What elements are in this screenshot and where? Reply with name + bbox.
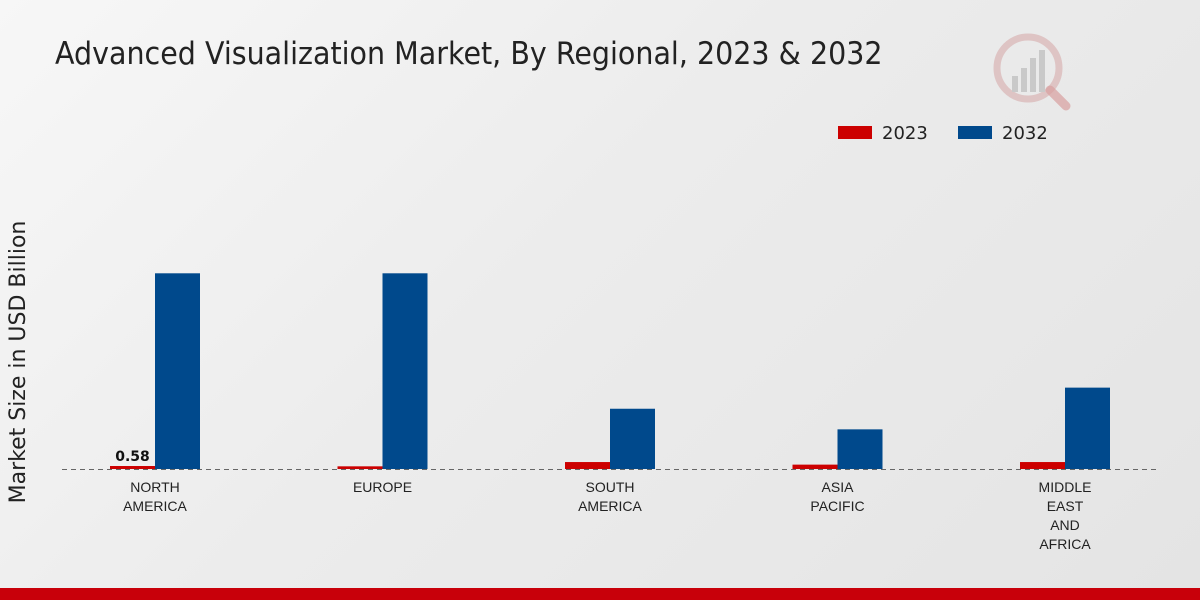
bar-2023-4 bbox=[1020, 462, 1065, 469]
bar-2032-1 bbox=[382, 273, 428, 469]
brand-logo-icon bbox=[993, 33, 1071, 111]
x-tick-label-3: ASIA PACIFIC bbox=[810, 479, 864, 514]
legend-swatch-2023 bbox=[838, 126, 872, 139]
x-tick-label-4: MIDDLE EAST AND AFRICA bbox=[1039, 479, 1092, 552]
legend-label-2023: 2023 bbox=[882, 123, 928, 144]
x-tick-label-0: NORTH AMERICA bbox=[123, 479, 187, 514]
data-label-0: 0.58 bbox=[115, 449, 150, 465]
bar-2032-4 bbox=[1065, 387, 1110, 469]
y-axis-label: Market Size in USD Billion bbox=[6, 221, 31, 504]
bar-2023-2 bbox=[565, 462, 610, 469]
legend-label-2032: 2032 bbox=[1002, 123, 1048, 144]
legend-swatch-2032 bbox=[958, 126, 992, 139]
bar-2023-0 bbox=[110, 466, 155, 469]
bar-2023-3 bbox=[792, 464, 838, 469]
bar-2032-3 bbox=[837, 429, 883, 469]
x-tick-label-2: SOUTH AMERICA bbox=[578, 479, 642, 514]
chart-title: Advanced Visualization Market, By Region… bbox=[55, 36, 883, 72]
bottom-accent-bar bbox=[0, 588, 1200, 600]
bar-2032-0 bbox=[155, 273, 200, 469]
bar-2023-1 bbox=[337, 466, 383, 469]
x-tick-label-1: EUROPE bbox=[353, 479, 412, 495]
bar-2032-2 bbox=[610, 408, 655, 469]
